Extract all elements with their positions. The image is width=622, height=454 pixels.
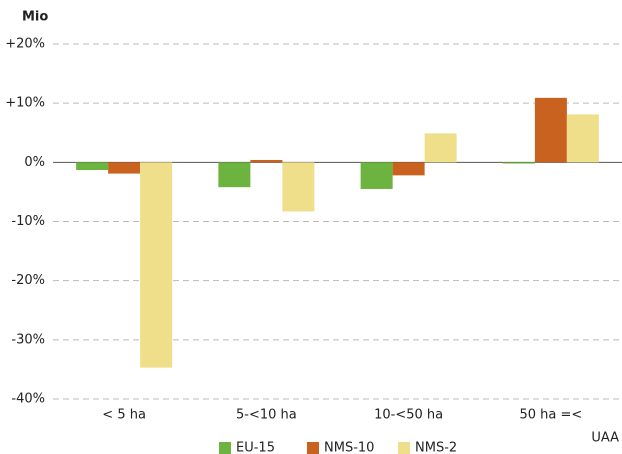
legend-label: NMS-10 [324,441,374,454]
y-tick-label: -30% [11,332,45,347]
bar [534,97,567,163]
bar [502,162,535,164]
x-tick-label: 5-<10 ha [236,408,297,423]
bar [250,159,283,163]
bar [76,162,109,171]
x-tick-label: 50 ha =< [519,408,582,423]
y-tick-label: -20% [11,273,45,288]
x-tick-label: 10-<50 ha [374,408,443,423]
y-tick-label: +10% [5,96,45,111]
legend-label: NMS-2 [415,441,457,454]
y-tick-label: 0% [24,155,45,170]
x-tick-label: < 5 ha [102,408,146,423]
bar [392,162,425,176]
bar [424,133,457,163]
bar [218,162,251,188]
legend-swatch [219,442,231,454]
legend-label: EU-15 [236,441,275,454]
y-tick-label: -40% [11,392,45,407]
bar [140,162,173,368]
bar [566,114,599,163]
bar [282,162,315,212]
legend-swatch [307,442,319,454]
bar [360,162,393,189]
legend-swatch [398,442,410,454]
y-tick-label: -10% [11,214,45,229]
bar [108,162,141,174]
y-axis-title: Mio [22,10,48,25]
y-tick-label: +20% [5,37,45,52]
x-axis-title: UAA [591,431,619,446]
